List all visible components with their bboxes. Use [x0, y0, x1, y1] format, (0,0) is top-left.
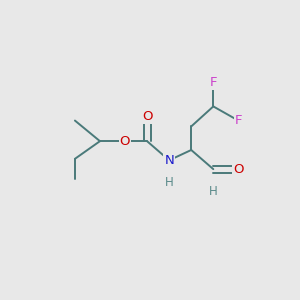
Text: O: O: [120, 135, 130, 148]
Text: F: F: [235, 114, 242, 127]
Text: O: O: [142, 110, 152, 123]
Text: F: F: [210, 76, 217, 89]
Text: H: H: [165, 176, 173, 189]
Text: H: H: [209, 185, 218, 198]
Text: N: N: [164, 154, 174, 167]
Text: O: O: [233, 163, 244, 176]
